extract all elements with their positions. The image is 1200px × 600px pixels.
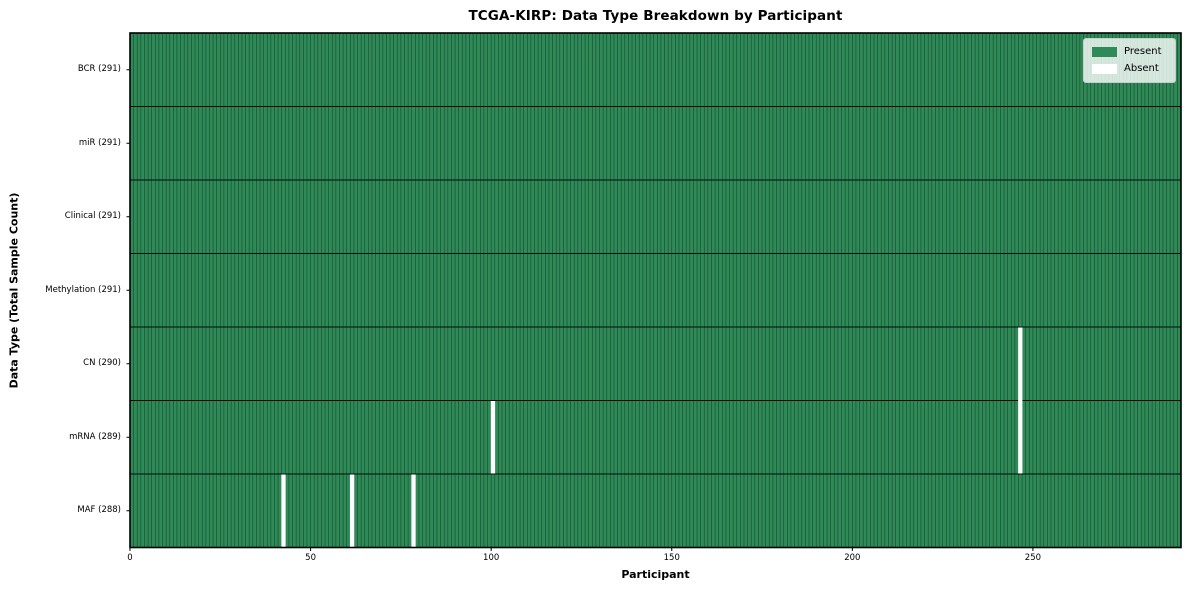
- x-tick-label-200: 200: [844, 553, 861, 563]
- x-axis-label: Participant: [621, 568, 690, 581]
- y-tick-label-mrna: mRNA (289): [69, 431, 121, 442]
- x-tick-label-100: 100: [483, 553, 500, 563]
- cell-edge-lines: [133, 33, 1178, 548]
- chart-title: TCGA-KIRP: Data Type Breakdown by Partic…: [468, 8, 843, 24]
- x-tick-label-50: 50: [305, 553, 316, 563]
- present-cells-background: [130, 33, 1181, 548]
- legend: Present Absent: [1083, 38, 1176, 83]
- x-tick-label-250: 250: [1024, 553, 1042, 563]
- absent-cell: [349, 474, 355, 547]
- legend-entry-absent: Absent: [1092, 63, 1167, 75]
- legend-entry-present: Present: [1092, 46, 1167, 58]
- y-tick-label-clinical: Clinical (291): [64, 211, 121, 222]
- legend-present-label: Present: [1124, 46, 1162, 57]
- legend-present-swatch-icon: [1092, 47, 1117, 57]
- absent-cell: [281, 474, 286, 547]
- plot-border: [129, 32, 1182, 549]
- y-tick-label-maf: MAF (288): [77, 505, 121, 516]
- absent-cell: [1018, 327, 1023, 474]
- y-tick-label-cn: CN (290): [83, 358, 121, 369]
- row-divider-lines: [130, 106, 1181, 475]
- axis-tick-marks: [126, 69, 1034, 551]
- absent-cell: [490, 401, 496, 474]
- legend-absent-label: Absent: [1124, 63, 1159, 74]
- x-tick-label-0: 0: [127, 553, 133, 563]
- y-tick-label-bcr: BCR (291): [77, 64, 121, 75]
- legend-absent-swatch-icon: [1092, 64, 1117, 74]
- y-tick-label-methylation: Methylation (291): [45, 284, 121, 295]
- x-tick-label-150: 150: [663, 553, 680, 563]
- absent-cell: [411, 474, 416, 547]
- y-tick-label-mir: miR (291): [78, 137, 121, 148]
